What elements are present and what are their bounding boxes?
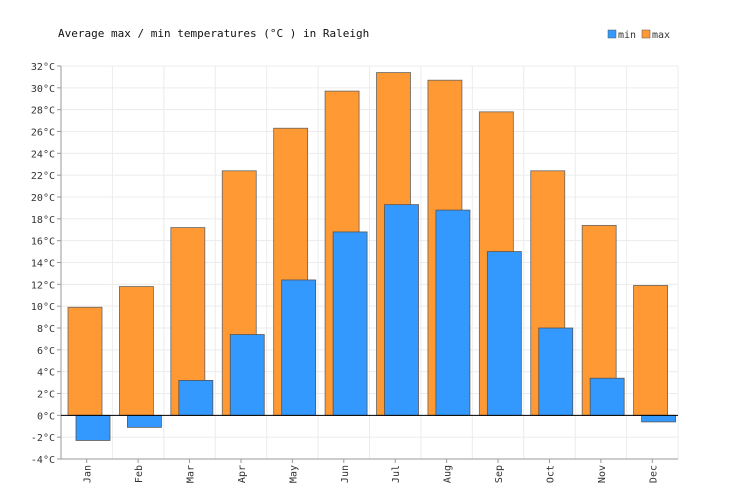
min-bar-jun [332, 231, 368, 416]
min-bar-sep [486, 251, 522, 416]
grid-lines [60, 65, 679, 460]
x-axis-ticks: Jan Feb Mar Apr May Jun Jul Aug Sep Oct Nov Dec [83, 465, 660, 483]
max-bars [67, 72, 668, 416]
y-tick-label: 0°C [37, 411, 55, 422]
y-tick-label: 18°C [31, 215, 55, 226]
min-bar-mar [178, 379, 214, 416]
x-tick-label-jul: Jul [391, 465, 402, 483]
y-tick-label: 20°C [31, 193, 55, 204]
y-tick-label: 10°C [31, 302, 55, 313]
min-bar-dec [641, 414, 676, 423]
max-bar-feb [119, 286, 154, 416]
min-bar-jan [75, 414, 111, 441]
x-tick-label-nov: Nov [597, 465, 608, 483]
x-tick-label-sep: Sep [494, 465, 505, 483]
legend: min max [607, 29, 670, 41]
x-tick-label-mar: Mar [186, 465, 197, 483]
y-tick-label: 22°C [31, 171, 55, 182]
x-tick-label-apr: Apr [237, 465, 248, 483]
x-tick-label-jan: Jan [83, 465, 94, 483]
min-bar-apr [229, 334, 265, 416]
min-bars [75, 204, 676, 441]
y-tick-label: 30°C [31, 84, 55, 95]
y-tick-label: -4°C [31, 455, 55, 466]
x-tick-label-feb: Feb [134, 465, 145, 483]
legend-min-label: min [618, 30, 636, 41]
y-tick-label: 12°C [31, 280, 55, 291]
legend-max-swatch [641, 29, 651, 39]
y-tick-label: 26°C [31, 128, 55, 139]
y-tick-label: -2°C [31, 433, 55, 444]
min-bar-nov [589, 377, 625, 416]
y-tick-label: 32°C [31, 62, 55, 73]
chart-title: Average max / min temperatures (°C ) in … [58, 27, 369, 40]
y-tick-label: 2°C [37, 390, 55, 401]
y-tick-label: 14°C [31, 259, 55, 270]
min-bar-may [281, 279, 317, 416]
min-bar-aug [435, 209, 471, 416]
axes [57, 65, 678, 463]
x-tick-label-may: May [288, 465, 299, 483]
y-tick-label: 16°C [31, 237, 55, 248]
min-bar-feb [127, 414, 162, 428]
x-tick-label-dec: Dec [648, 465, 659, 483]
y-tick-label: 4°C [37, 368, 55, 379]
y-tick-label: 8°C [37, 324, 55, 335]
min-bar-oct [538, 327, 574, 416]
y-tick-label: 24°C [31, 149, 55, 160]
legend-max-label: max [652, 30, 670, 41]
max-bar-jan [67, 306, 103, 416]
legend-min-swatch [607, 29, 617, 39]
y-tick-label: 6°C [37, 346, 55, 357]
y-axis-ticks: -4°C -2°C 0°C 2°C 4°C 6°C 8°C 10°C 12°C 14°C 16°C 1… [31, 62, 55, 466]
x-tick-label-aug: Aug [443, 465, 454, 483]
min-bar-jul [384, 204, 419, 416]
x-tick-label-oct: Oct [545, 465, 556, 483]
max-bar-dec [633, 285, 668, 416]
y-tick-label: 28°C [31, 106, 55, 117]
x-tick-label-jun: Jun [340, 465, 351, 483]
